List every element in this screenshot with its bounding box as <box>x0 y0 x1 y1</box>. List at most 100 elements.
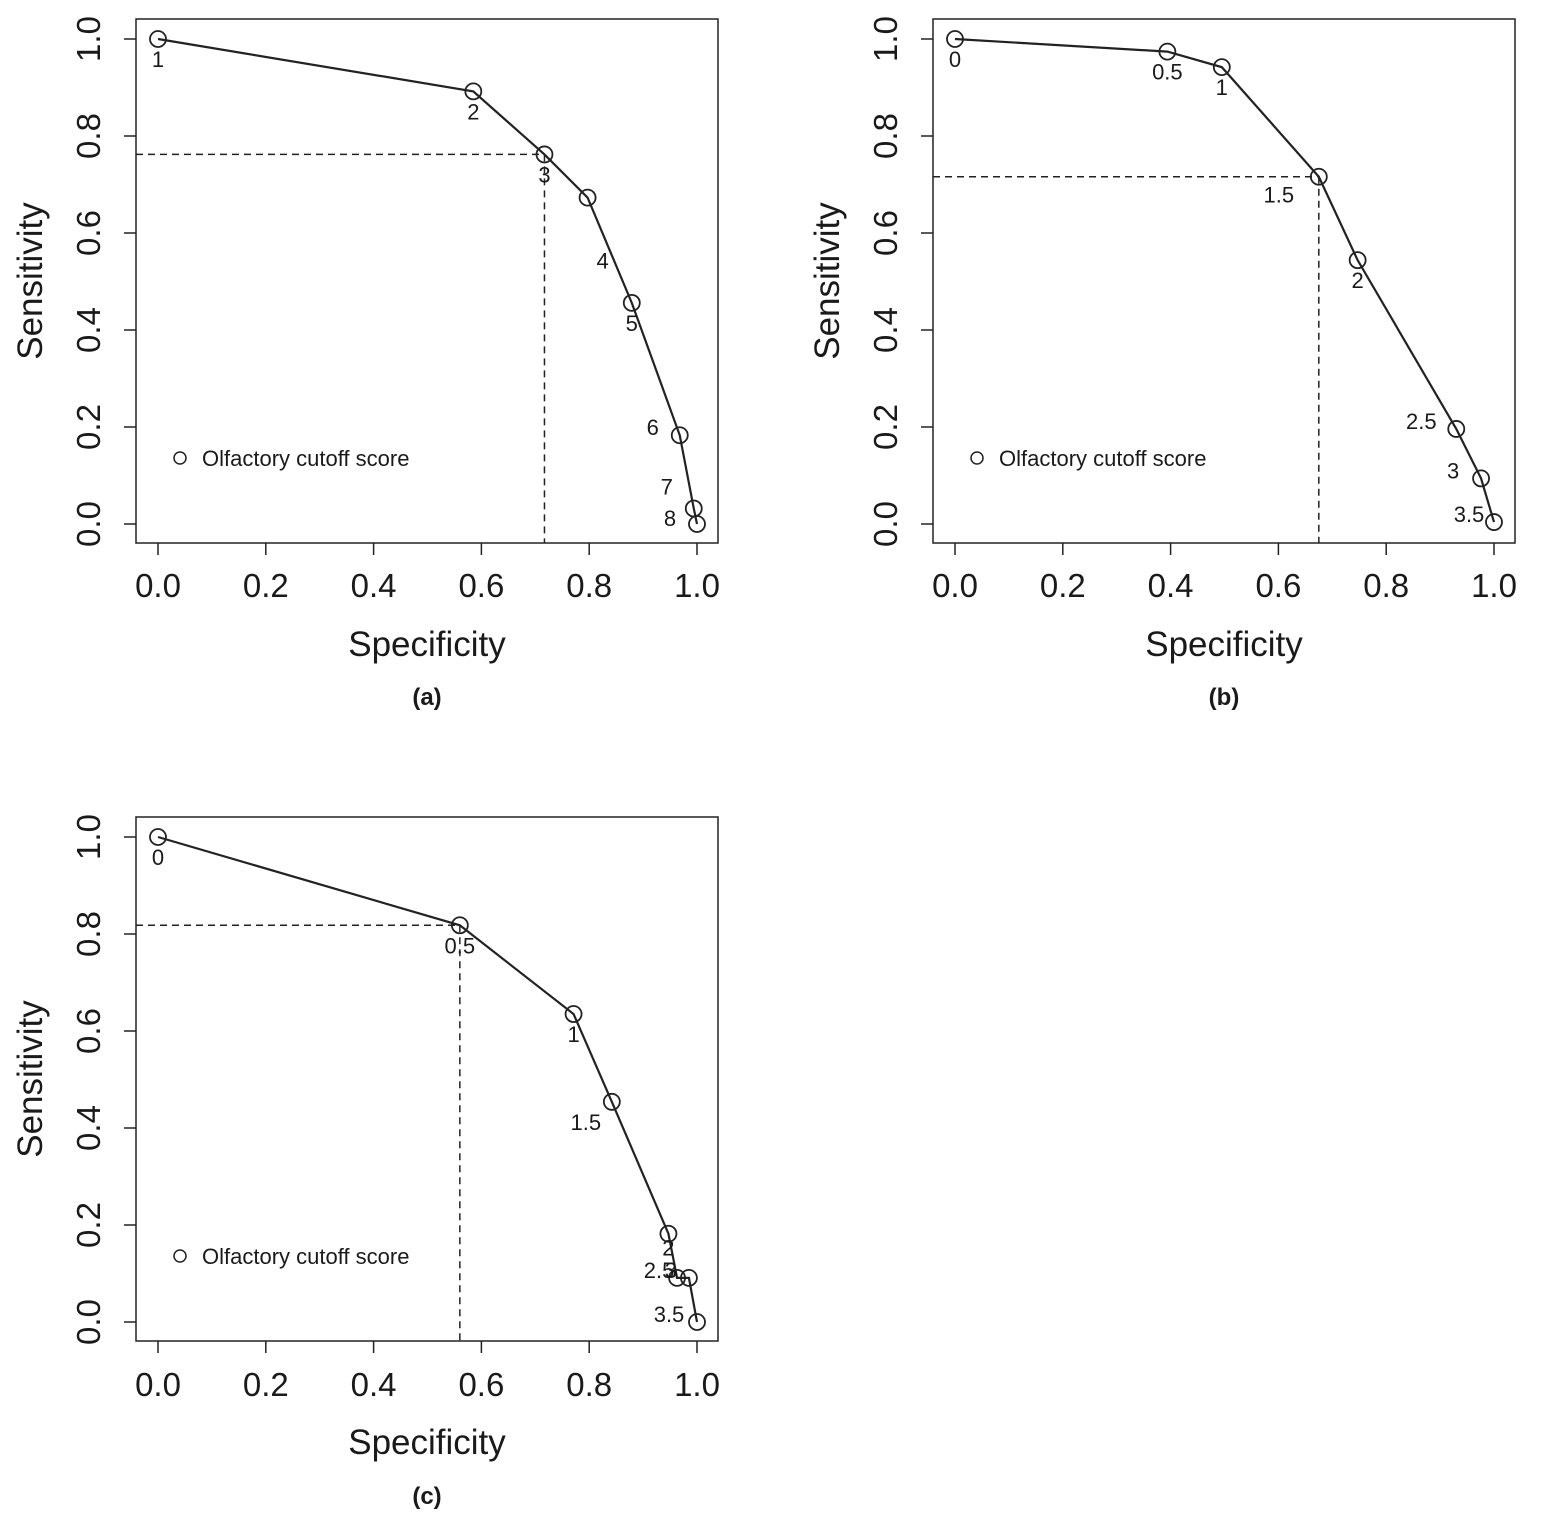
y-tick-label: 1.0 <box>867 16 904 62</box>
roc-point <box>1348 251 1367 270</box>
x-tick-label: 0.0 <box>135 567 181 604</box>
roc-point-label: 2 <box>467 99 479 124</box>
roc-point-label: 0 <box>152 845 164 870</box>
roc-point-label: 8 <box>664 506 676 531</box>
x-tick-label: 1.0 <box>1471 567 1517 604</box>
y-tick-label: 0.8 <box>70 113 107 159</box>
y-tick-label: 0.2 <box>70 404 107 450</box>
roc-point-label: 0 <box>949 47 961 72</box>
roc-point-label: 0.5 <box>445 933 476 958</box>
roc-point-label: 1.5 <box>1264 183 1295 208</box>
roc-point-label: 2.5 <box>1406 409 1437 434</box>
roc-point-label: 2 <box>662 1236 674 1261</box>
y-tick-label: 0.6 <box>867 210 904 256</box>
y-axis-title: Sensitivity <box>808 202 847 360</box>
roc-point <box>535 145 554 164</box>
roc-series-line <box>157 835 699 1323</box>
roc-point-label: 1 <box>1216 75 1228 100</box>
x-tick-label: 0.0 <box>135 1366 181 1403</box>
x-tick-label: 0.4 <box>1148 567 1194 604</box>
x-tick-label: 0.6 <box>458 567 504 604</box>
y-tick-label: 0.4 <box>867 307 904 353</box>
roc-point <box>688 1313 706 1331</box>
legend-label: Olfactory cutoff score <box>202 1244 409 1269</box>
x-tick-label: 0.4 <box>351 1366 397 1403</box>
x-tick-label: 0.2 <box>1040 567 1086 604</box>
roc-series-line <box>157 37 699 525</box>
legend-label: Olfactory cutoff score <box>202 446 409 471</box>
legend-marker <box>173 1249 187 1263</box>
x-tick-label: 0.2 <box>243 567 289 604</box>
x-tick-label: 0.6 <box>458 1366 504 1403</box>
plot-frame <box>135 816 719 1342</box>
x-tick-label: 0.4 <box>351 567 397 604</box>
y-tick-label: 0.2 <box>867 404 904 450</box>
x-axis-title: Specificity <box>1145 625 1303 664</box>
x-axis-title: Specificity <box>348 625 506 664</box>
y-tick-label: 0.8 <box>867 113 904 159</box>
roc-point-label: 3 <box>665 1258 677 1283</box>
x-tick-label: 0.6 <box>1255 567 1301 604</box>
y-tick-label: 1.0 <box>70 814 107 860</box>
plot-frame <box>135 18 719 544</box>
legend-marker <box>970 451 984 465</box>
roc-point <box>688 515 706 533</box>
x-tick-label: 0.2 <box>243 1366 289 1403</box>
roc-point <box>680 1268 698 1287</box>
y-axis-title: Sensitivity <box>11 202 50 360</box>
y-tick-label: 0.0 <box>70 1299 107 1345</box>
x-tick-label: 0.8 <box>566 567 612 604</box>
roc-point <box>602 1092 621 1111</box>
roc-panel-b: 0.0 0.2 0.4 0.6 0.8 1.0 0.0 0.2 0.4 0.6 0.8 1.0 Spec… <box>808 16 1517 711</box>
roc-point-label: 1 <box>567 1022 579 1047</box>
x-tick-label: 0.0 <box>932 567 978 604</box>
y-tick-label: 0.4 <box>70 307 107 353</box>
roc-point <box>622 293 641 312</box>
roc-point-label: 3 <box>538 162 550 187</box>
y-tick-label: 0.8 <box>70 911 107 957</box>
y-axis-title: Sensitivity <box>11 1000 50 1158</box>
x-tick-label: 0.8 <box>566 1366 612 1403</box>
roc-point-label: 7 <box>661 474 673 499</box>
roc-point <box>578 188 597 207</box>
plot-frame <box>932 18 1516 544</box>
roc-point <box>564 1005 583 1023</box>
roc-point-label: 2.5 <box>644 1258 675 1283</box>
roc-point <box>1158 42 1177 61</box>
roc-point-label: 3.5 <box>654 1302 685 1327</box>
roc-point <box>659 1224 678 1243</box>
roc-panel-c: 0.0 0.2 0.4 0.6 0.8 1.0 0.0 0.2 0.4 0.6 0.8 1.0 Spec… <box>11 814 720 1510</box>
roc-series-line <box>954 37 1496 523</box>
legend-marker <box>173 451 187 465</box>
roc-point <box>464 82 483 101</box>
roc-point <box>1472 469 1490 488</box>
panel-label: (a) <box>412 684 441 711</box>
roc-point <box>946 30 964 48</box>
y-tick-label: 1.0 <box>70 16 107 62</box>
roc-point-label: 0.5 <box>1152 60 1183 85</box>
panel-label: (b) <box>1209 684 1240 711</box>
panel-label: (c) <box>412 1483 441 1510</box>
y-tick-label: 0.6 <box>70 1008 107 1054</box>
y-tick-label: 0.0 <box>867 501 904 547</box>
roc-point-label: 5 <box>626 311 638 336</box>
y-tick-label: 0.4 <box>70 1105 107 1151</box>
roc-point-label: 3.5 <box>1454 502 1485 527</box>
x-tick-label: 0.8 <box>1363 567 1409 604</box>
x-tick-label: 1.0 <box>674 1366 720 1403</box>
legend-label: Olfactory cutoff score <box>999 446 1206 471</box>
roc-point-label: 1 <box>152 47 164 72</box>
roc-point-label: 6 <box>647 415 659 440</box>
roc-point <box>149 828 167 846</box>
roc-point <box>1447 420 1466 438</box>
roc-point <box>149 30 167 48</box>
roc-point <box>668 1268 686 1287</box>
x-axis-title: Specificity <box>348 1423 506 1462</box>
roc-point-label: 3 <box>1447 458 1459 483</box>
roc-panel-a: 0.0 0.2 0.4 0.6 0.8 1.0 0.0 0.2 0.4 0.6 0.8 1.0 Spec… <box>11 16 720 711</box>
roc-point-label: 2 <box>1352 268 1364 293</box>
roc-point <box>450 916 469 935</box>
y-tick-label: 0.2 <box>70 1202 107 1248</box>
roc-point <box>1309 167 1328 186</box>
